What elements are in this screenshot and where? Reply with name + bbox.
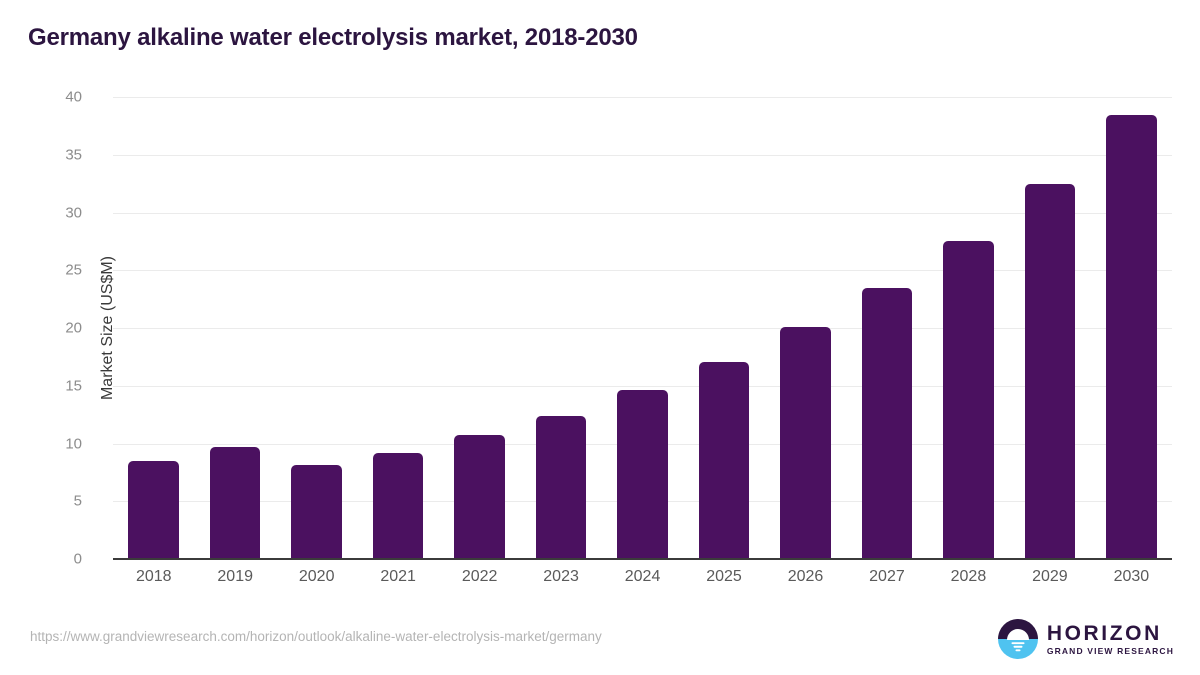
bar[interactable] <box>1024 183 1076 559</box>
y-axis-tick-label: 10 <box>65 435 82 452</box>
x-axis-tick-label: 2023 <box>543 568 579 585</box>
bar-slot <box>846 97 927 559</box>
y-axis-tick-label: 30 <box>65 204 82 221</box>
page-title: Germany alkaline water electrolysis mark… <box>28 24 638 51</box>
logo-tagline: GRAND VIEW RESEARCH <box>1046 645 1174 656</box>
y-axis-tick-label: 25 <box>65 261 82 279</box>
bar-slot <box>113 97 194 559</box>
bar[interactable] <box>1106 115 1157 559</box>
gridline <box>113 385 1172 387</box>
bar-series <box>113 97 1172 559</box>
bar-slot <box>928 97 1009 559</box>
x-axis-tick-label: 2030 <box>1113 568 1150 585</box>
bar[interactable] <box>780 326 831 559</box>
gridline <box>113 212 1172 214</box>
y-axis-tick-label: 5 <box>73 492 82 510</box>
y-axis-tick-label: 0 <box>73 550 82 568</box>
bar[interactable] <box>943 241 994 559</box>
bar[interactable] <box>372 452 424 559</box>
x-axis-line <box>113 558 1172 560</box>
bar-slot <box>602 97 683 559</box>
bar-slot <box>357 97 438 559</box>
bar-slot <box>520 97 601 559</box>
horizon-logo[interactable]: HORIZON GRAND VIEW RESEARCH <box>997 618 1174 660</box>
bar[interactable] <box>291 465 342 559</box>
gridline <box>113 154 1172 156</box>
x-axis-tick-label: 2019 <box>217 568 253 585</box>
x-axis-tick-label: 2028 <box>950 568 987 585</box>
gridline <box>113 328 1172 329</box>
y-axis-tick-label: 20 <box>65 319 82 337</box>
gridline <box>113 270 1172 272</box>
x-axis-tick-label: 2025 <box>706 568 742 585</box>
bar[interactable] <box>535 415 587 559</box>
bar[interactable] <box>698 361 750 559</box>
x-axis-tick-label: 2020 <box>298 568 335 585</box>
bar-slot <box>439 97 520 559</box>
source-url[interactable]: https://www.grandviewresearch.com/horizo… <box>30 629 602 644</box>
x-axis-tick-label: 2024 <box>624 568 661 585</box>
gridline <box>113 97 1172 98</box>
logo-text: HORIZON GRAND VIEW RESEARCH <box>1047 623 1174 656</box>
x-axis-tick-label: 2029 <box>1032 568 1068 585</box>
bar[interactable] <box>128 460 179 559</box>
x-axis-tick-label: 2026 <box>787 568 824 585</box>
x-axis-ticks: 2018 2019 2020 2021 2022 2023 2024 2025 2026 2027… <box>113 568 1172 586</box>
bar[interactable] <box>209 446 261 559</box>
bar-slot <box>1091 97 1172 559</box>
x-axis-tick-label: 2022 <box>461 568 498 585</box>
horizon-logo-icon <box>997 619 1038 659</box>
y-axis-tick-label: 35 <box>65 146 82 164</box>
bar-slot <box>1009 97 1090 559</box>
plot-area: Market Size (US$M) 0 5 10 15 20 25 30 35 40 <box>65 89 1172 568</box>
bar-slot <box>194 97 275 559</box>
bar[interactable] <box>617 390 668 559</box>
logo-wordmark: HORIZON <box>1046 621 1162 645</box>
bar-slot <box>276 97 357 559</box>
bar[interactable] <box>861 287 913 559</box>
bar-slot <box>765 97 846 559</box>
bar[interactable] <box>454 435 505 559</box>
x-axis-tick-label: 2027 <box>869 568 905 585</box>
y-axis-tick-label: 40 <box>65 88 82 106</box>
x-axis-tick-label: 2018 <box>135 568 172 585</box>
x-axis-tick-label: 2021 <box>380 568 416 585</box>
y-axis-tick-label: 15 <box>65 377 82 395</box>
bar-slot <box>683 97 764 559</box>
